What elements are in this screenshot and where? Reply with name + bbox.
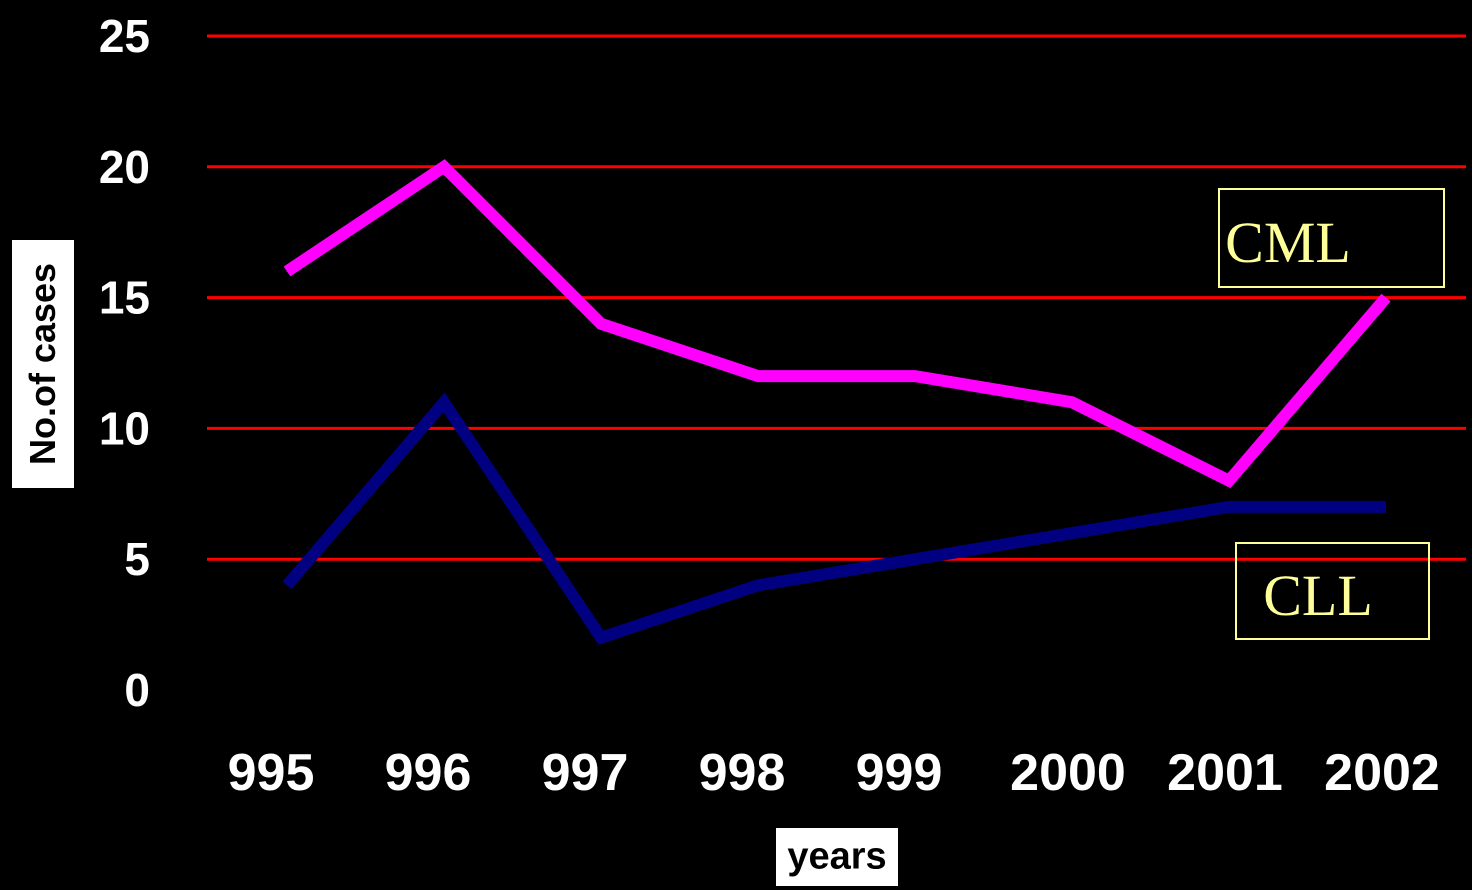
x-tick-label-2002: 2002 bbox=[1324, 744, 1440, 802]
data-point-cll-995 bbox=[286, 584, 288, 586]
data-point-cll-2002 bbox=[1385, 506, 1387, 508]
data-point-cll-996 bbox=[443, 401, 445, 403]
series-label-cll: CLL bbox=[1235, 542, 1430, 640]
y-tick-label-10: 10 bbox=[99, 402, 150, 454]
x-tick-label-998: 998 bbox=[699, 744, 786, 802]
data-point-cml-996 bbox=[443, 166, 445, 168]
data-point-cml-999 bbox=[914, 375, 916, 377]
y-tick-label-25: 25 bbox=[99, 10, 150, 62]
series-label-cll-box bbox=[1235, 542, 1430, 640]
y-axis-label: No.of cases bbox=[12, 240, 74, 488]
data-point-cml-2000 bbox=[1071, 401, 1073, 403]
series-label-cll-text: CLL bbox=[1263, 563, 1373, 628]
data-point-cll-997 bbox=[600, 637, 602, 639]
y-axis-ticks: 0 5 10 15 20 25 bbox=[99, 10, 150, 716]
data-point-cml-998 bbox=[757, 375, 759, 377]
series-label-cml-box bbox=[1218, 188, 1445, 288]
data-point-cml-997 bbox=[600, 323, 602, 325]
x-axis-ticks: 995 996 997 998 999 2000 2001 2002 bbox=[228, 744, 1440, 802]
data-point-cll-999 bbox=[914, 558, 916, 560]
data-point-cml-2002 bbox=[1385, 297, 1387, 299]
y-tick-label-5: 5 bbox=[124, 533, 150, 585]
x-axis-label: years bbox=[776, 828, 898, 886]
y-tick-label-15: 15 bbox=[99, 272, 150, 324]
data-point-cml-995 bbox=[286, 270, 288, 272]
x-tick-label-2000: 2000 bbox=[1010, 744, 1126, 802]
x-tick-label-2001: 2001 bbox=[1167, 744, 1283, 802]
gridlines bbox=[207, 34, 1466, 561]
series-label-cml-text: CML bbox=[1225, 210, 1351, 275]
x-tick-label-997: 997 bbox=[542, 744, 629, 802]
x-axis-label-text: years bbox=[787, 835, 887, 878]
x-tick-label-996: 996 bbox=[385, 744, 472, 802]
series-lines bbox=[282, 159, 1391, 645]
series-label-cml: CML bbox=[1218, 188, 1445, 288]
x-tick-label-995: 995 bbox=[228, 744, 315, 802]
x-tick-label-999: 999 bbox=[856, 744, 943, 802]
data-point-cml-2001 bbox=[1228, 480, 1230, 482]
data-point-cll-998 bbox=[757, 584, 759, 586]
series-line-cml bbox=[283, 159, 1391, 489]
y-tick-label-0: 0 bbox=[124, 664, 150, 716]
y-axis-label-text: No.of cases bbox=[22, 262, 63, 466]
series-line-cll bbox=[282, 392, 1386, 645]
y-tick-label-20: 20 bbox=[99, 141, 150, 193]
data-point-cll-2000 bbox=[1071, 532, 1073, 534]
data-point-cll-2001 bbox=[1228, 506, 1230, 508]
